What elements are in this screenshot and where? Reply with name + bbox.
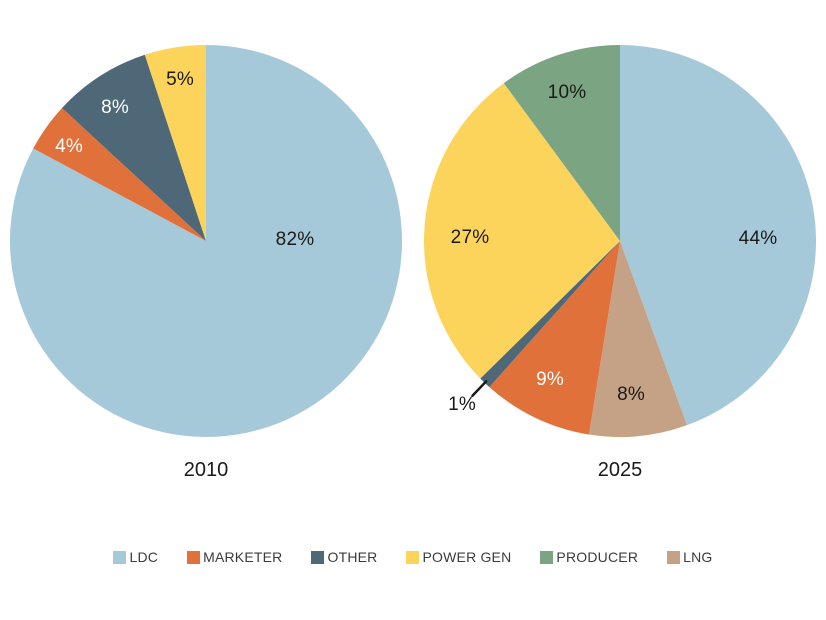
pie-slice-2025-ldc xyxy=(620,45,817,426)
pie-2010-svg xyxy=(10,45,403,437)
legend-label-other: OTHER xyxy=(327,549,378,565)
legend-label-producer: PRODUCER xyxy=(556,549,639,565)
legend-swatch-ldc xyxy=(113,550,127,564)
slice-label-2025-marketer: 9% xyxy=(536,369,564,390)
pie-2025-svg xyxy=(424,45,817,438)
legend-label-marketer: MARKETER xyxy=(203,549,283,565)
pie-slice-2025-power-gen xyxy=(424,83,620,379)
legend-item-producer: PRODUCER xyxy=(540,549,638,565)
legend-item-lng: LNG xyxy=(667,549,712,565)
legend-item-marketer: MARKETER xyxy=(187,549,282,565)
slice-label-2010-power-gen: 5% xyxy=(166,69,194,90)
pie-2025-year-label: 2025 xyxy=(597,459,643,481)
slice-label-2025-producer: 10% xyxy=(547,82,587,103)
slice-label-2010-marketer: 4% xyxy=(55,136,83,157)
legend-swatch-marketer xyxy=(187,550,201,564)
legend: LDC MARKETER OTHER POWER GEN PRODUCER LNG xyxy=(0,549,826,565)
pie-chart-2010: 2010 82% 4% 8% 5% xyxy=(10,45,403,481)
legend-item-ldc: LDC xyxy=(113,549,158,565)
legend-swatch-lng xyxy=(667,550,681,564)
pie-slice-2010-other xyxy=(62,54,206,241)
leader-line-other xyxy=(471,380,488,397)
slice-label-2010-ldc: 82% xyxy=(275,229,315,250)
legend-label-power-gen: POWER GEN xyxy=(422,549,512,565)
legend-swatch-power-gen xyxy=(406,550,420,564)
pie-slice-2010-marketer xyxy=(33,108,207,241)
pie-slice-2010-power-gen xyxy=(144,45,206,241)
pie-chart-2025: 2025 44% 8% 9% 1% 27% 10% xyxy=(424,45,817,481)
legend-label-ldc: LDC xyxy=(129,549,159,565)
slice-label-2025-ldc: 44% xyxy=(738,228,778,249)
legend-swatch-other xyxy=(311,550,325,564)
pie-slice-2025-lng xyxy=(589,241,688,438)
legend-item-power-gen: POWER GEN xyxy=(406,549,511,565)
pie-slice-2025-other xyxy=(480,241,620,388)
slice-label-2025-power-gen: 27% xyxy=(450,227,490,248)
pie-slice-2025-marketer xyxy=(489,241,620,435)
pie-2010-year-label: 2010 xyxy=(183,459,229,481)
slice-label-2025-other: 1% xyxy=(448,394,476,415)
legend-item-other: OTHER xyxy=(311,549,377,565)
slice-label-2010-other: 8% xyxy=(101,97,129,118)
pie-slice-2010-ldc xyxy=(10,45,403,437)
legend-label-lng: LNG xyxy=(683,549,713,565)
slice-label-2025-lng: 8% xyxy=(617,384,645,405)
pie-slice-2025-producer xyxy=(503,45,620,241)
legend-swatch-producer xyxy=(540,550,554,564)
